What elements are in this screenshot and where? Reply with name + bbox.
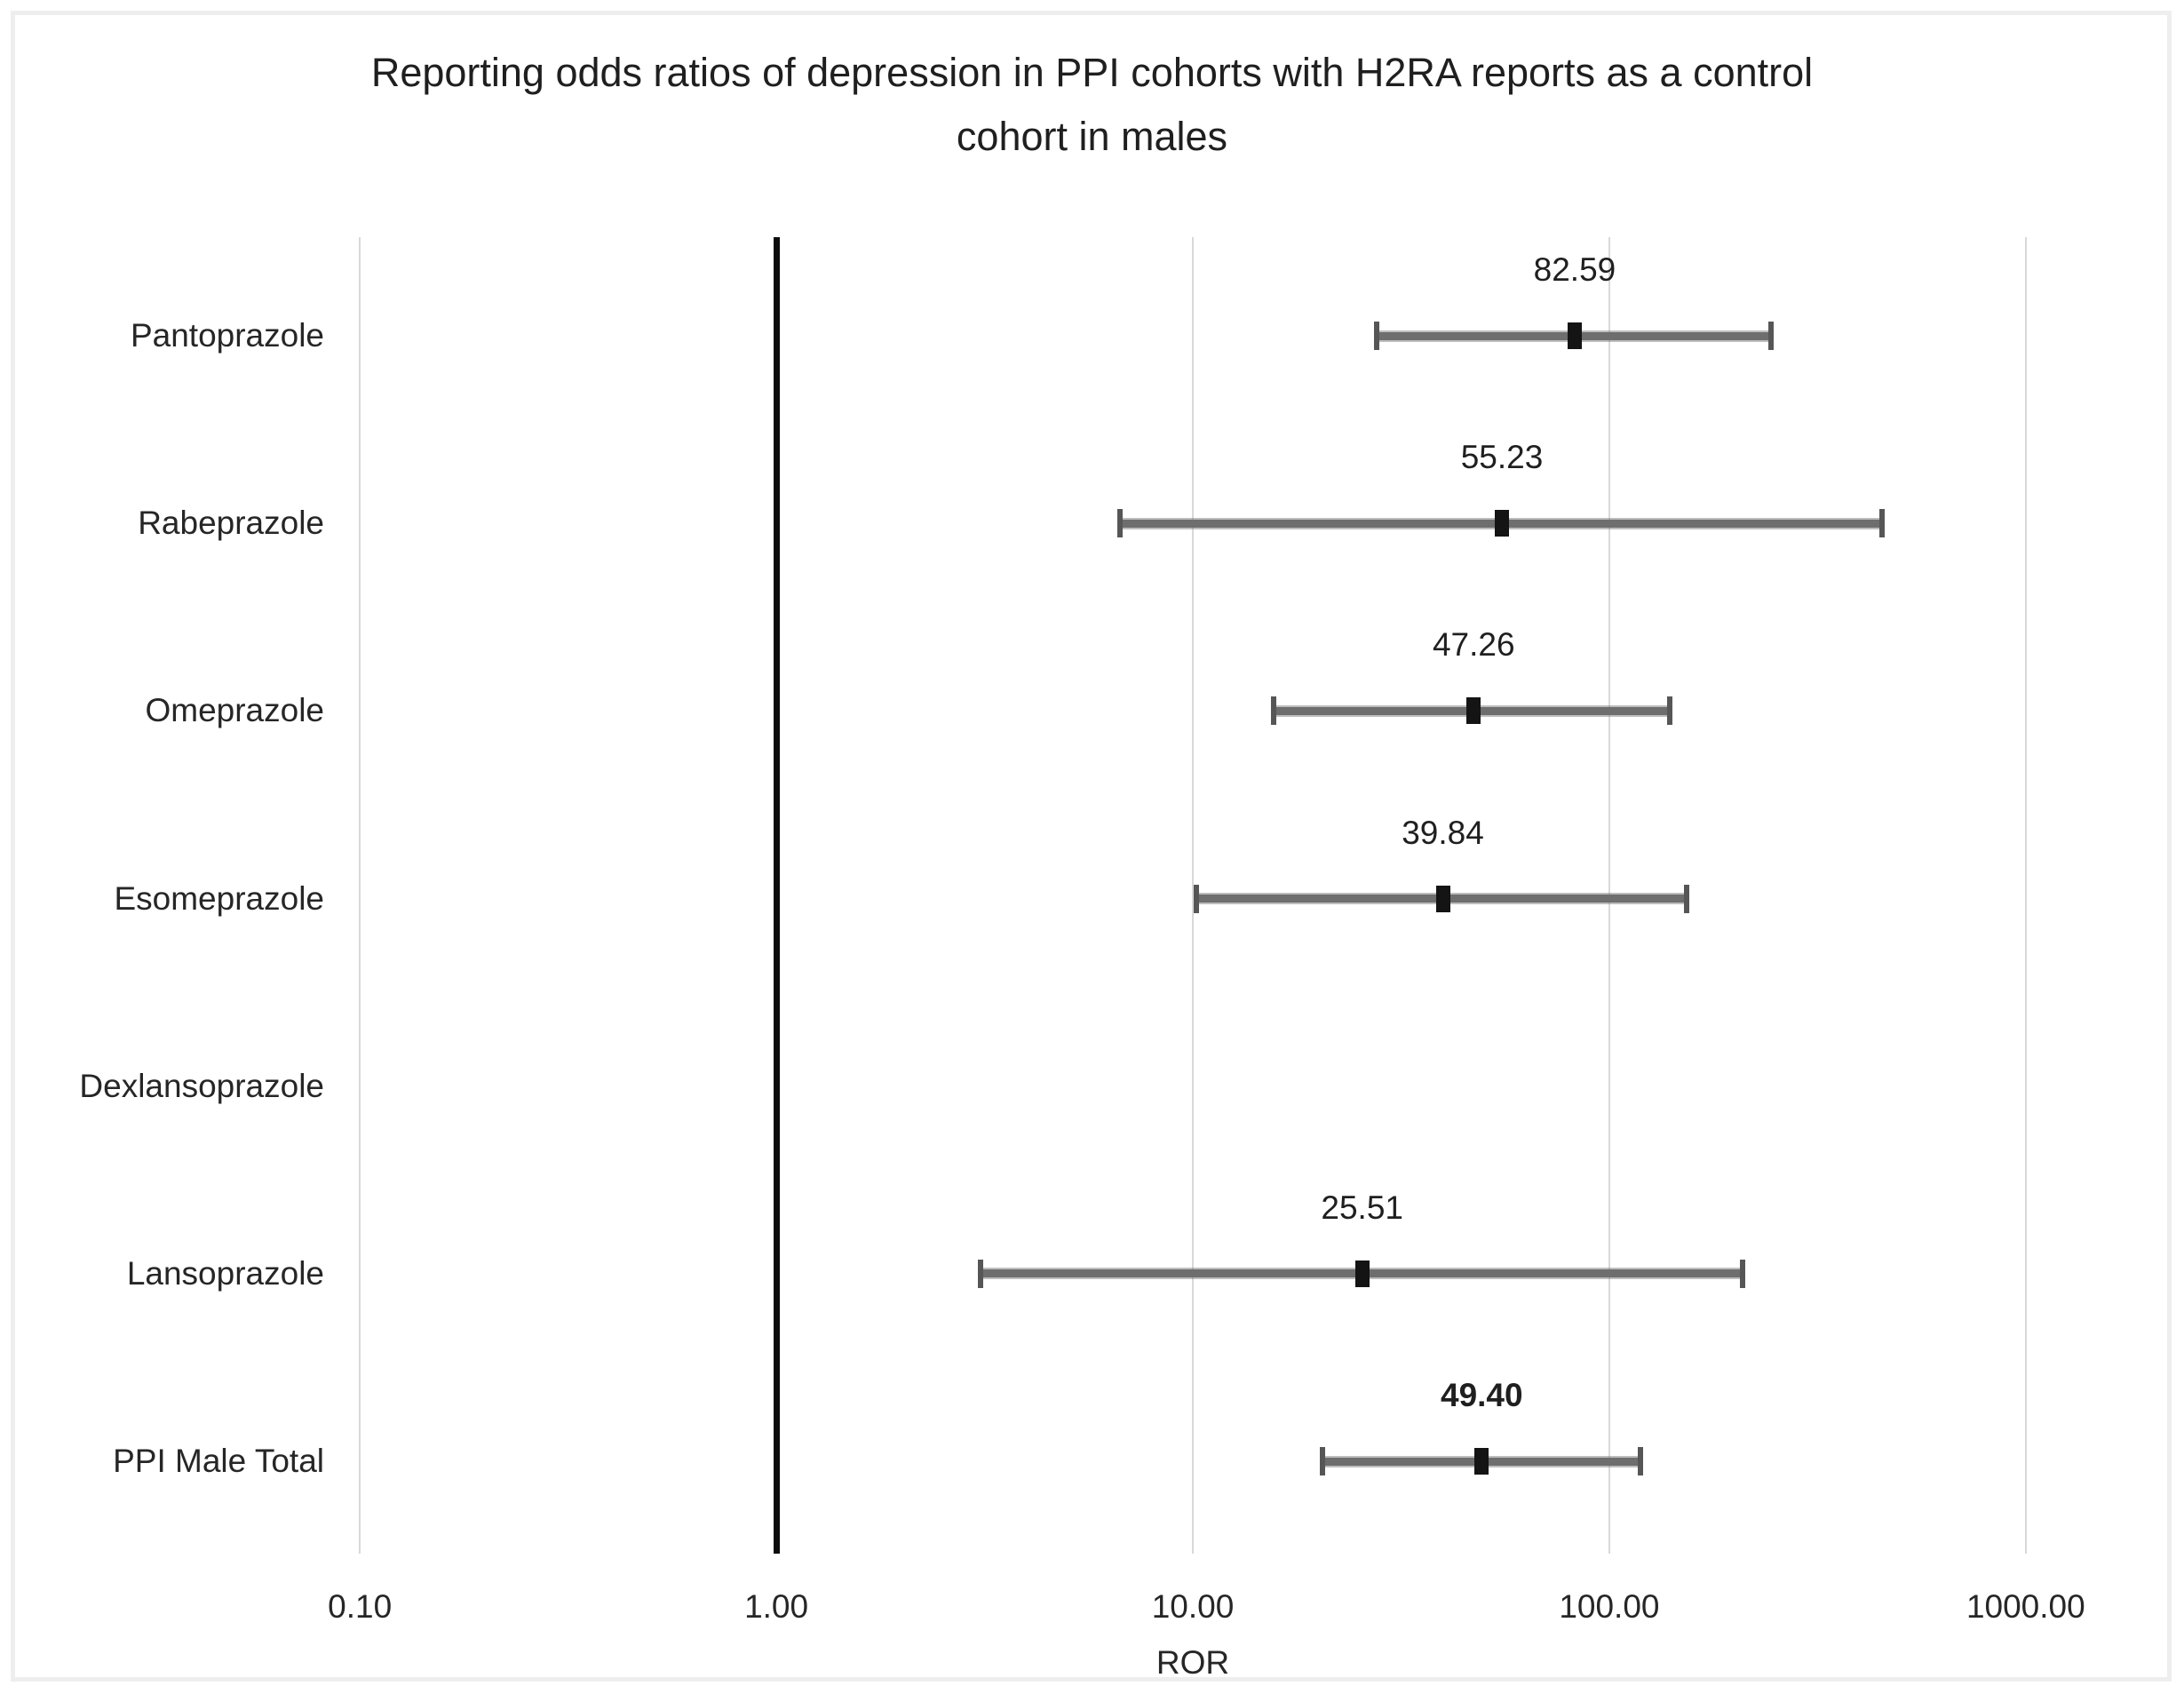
plot-area: 82.59 55.23 47.26 39.84 25.51 49.40 (234, 237, 2151, 1554)
chart-title-line-1: Reporting odds ratios of depression in P… (370, 50, 1814, 95)
chart-title: Reporting odds ratios of depression in P… (0, 41, 2184, 169)
point-estimate-marker (1466, 697, 1481, 725)
category-label: Esomeprazole (114, 879, 324, 917)
ror-value-label: 49.40 (1441, 1377, 1523, 1414)
category-label: Dexlansoprazole (79, 1067, 324, 1104)
point-estimate-marker (1354, 1260, 1370, 1287)
ci-cap-high (1638, 1447, 1644, 1476)
gridline-0.10 (359, 237, 361, 1554)
ci-cap-high (1740, 1259, 1746, 1288)
category-label: Lansoprazole (126, 1254, 324, 1292)
ci-cap-low (1117, 509, 1124, 538)
point-estimate-marker (1474, 1448, 1489, 1475)
ror-value-label: 82.59 (1533, 251, 1616, 288)
ci-cap-high (1683, 884, 1689, 913)
x-tick-label: 0.10 (328, 1588, 393, 1625)
ror-value-label: 39.84 (1402, 814, 1484, 851)
x-tick-label: 10.00 (1151, 1588, 1235, 1625)
point-estimate-marker (1567, 322, 1582, 349)
category-label: PPI Male Total (113, 1443, 324, 1480)
ci-cap-high (1878, 509, 1885, 538)
chart-title-line-2: cohort in males (956, 114, 1228, 159)
point-estimate-marker (1495, 510, 1510, 537)
ci-cap-high (1667, 696, 1673, 726)
reference-line-1 (773, 237, 780, 1554)
category-label: Omeprazole (145, 692, 324, 729)
category-label: Pantoprazole (130, 317, 324, 354)
ror-value-label: 25.51 (1321, 1189, 1403, 1226)
point-estimate-marker (1435, 885, 1450, 912)
x-tick-label: 1000.00 (1966, 1588, 2085, 1625)
gridline-10.00 (1192, 237, 1194, 1554)
ci-cap-low (978, 1259, 984, 1288)
ci-cap-low (1270, 696, 1276, 726)
category-label: Rabeprazole (138, 505, 324, 542)
x-tick-label: 1.00 (744, 1588, 809, 1625)
ror-value-label: 55.23 (1460, 439, 1544, 476)
x-tick-label: 100.00 (1559, 1588, 1660, 1625)
ror-value-label: 47.26 (1432, 626, 1515, 664)
ci-cap-low (1194, 884, 1200, 913)
ci-cap-high (1767, 322, 1774, 350)
ci-cap-low (1373, 322, 1379, 350)
gridline-1000.00 (2024, 237, 2027, 1554)
ci-cap-low (1320, 1447, 1326, 1476)
x-axis-title: ROR (1156, 1644, 1230, 1681)
